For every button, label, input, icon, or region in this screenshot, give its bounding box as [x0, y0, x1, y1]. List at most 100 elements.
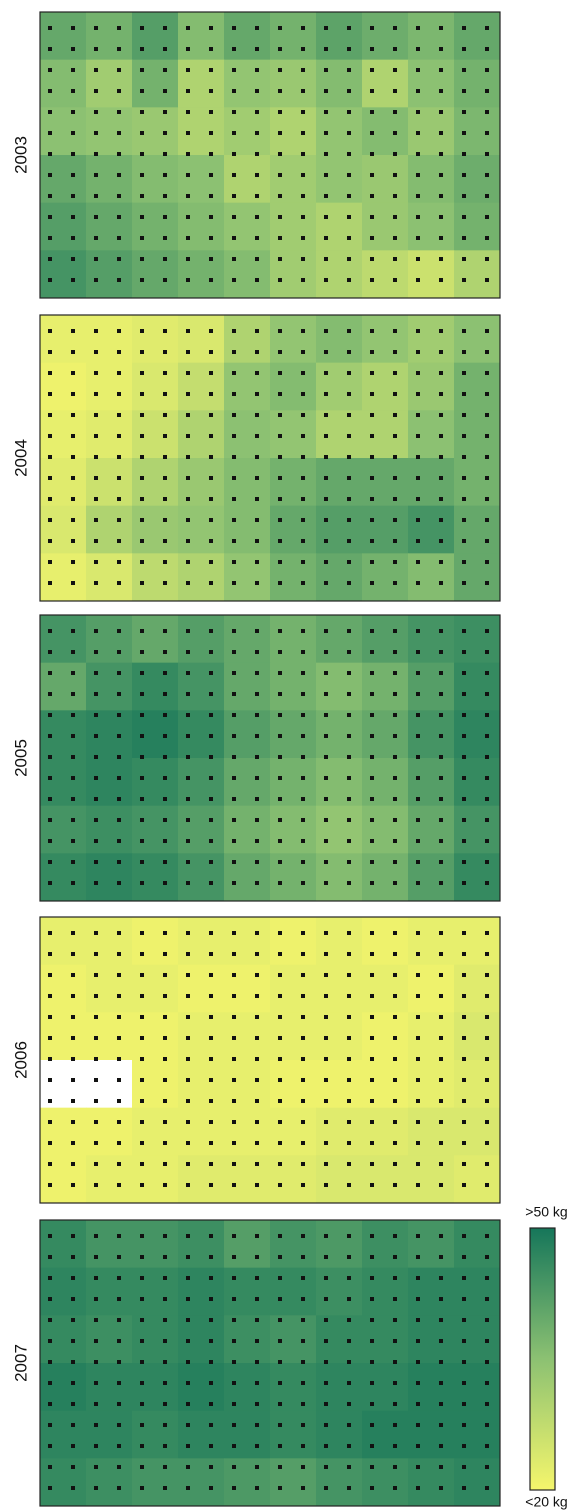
marker-dot — [485, 581, 489, 585]
marker-dot — [94, 518, 98, 522]
marker-dot — [94, 1465, 98, 1469]
marker-dot — [232, 413, 236, 417]
marker-dot — [485, 1183, 489, 1187]
marker-dot — [370, 931, 374, 935]
heat-cell — [408, 710, 455, 758]
heat-cell — [454, 1108, 501, 1156]
marker-dot — [278, 629, 282, 633]
marker-dot — [278, 1423, 282, 1427]
marker-dot — [255, 1162, 259, 1166]
marker-dot — [186, 1339, 190, 1343]
heat-cell — [270, 1363, 317, 1411]
marker-dot — [324, 47, 328, 51]
heat-cell — [132, 12, 179, 60]
marker-dot — [439, 1078, 443, 1082]
marker-dot — [163, 1318, 167, 1322]
marker-dot — [324, 1234, 328, 1238]
heat-cell — [224, 155, 271, 203]
marker-dot — [439, 68, 443, 72]
marker-dot — [186, 1057, 190, 1061]
marker-dot — [94, 278, 98, 282]
marker-dot — [439, 1402, 443, 1406]
marker-dot — [71, 1318, 75, 1322]
marker-dot — [186, 1465, 190, 1469]
marker-dot — [393, 68, 397, 72]
marker-dot — [324, 755, 328, 759]
heat-cell — [132, 60, 179, 108]
marker-dot — [117, 131, 121, 135]
heat-cell — [454, 203, 501, 251]
marker-dot — [439, 1183, 443, 1187]
marker-dot — [186, 539, 190, 543]
heat-cell — [408, 458, 455, 506]
marker-dot — [71, 434, 75, 438]
marker-dot — [232, 1120, 236, 1124]
marker-dot — [393, 371, 397, 375]
marker-dot — [462, 26, 466, 30]
marker-dot — [324, 1423, 328, 1427]
heat-cell — [132, 363, 179, 411]
marker-dot — [71, 734, 75, 738]
marker-dot — [94, 931, 98, 935]
marker-dot — [209, 434, 213, 438]
marker-dot — [347, 497, 351, 501]
heat-cell — [316, 250, 363, 298]
marker-dot — [163, 434, 167, 438]
marker-dot — [163, 994, 167, 998]
heat-cell — [86, 553, 133, 601]
marker-dot — [370, 455, 374, 459]
marker-dot — [186, 1183, 190, 1187]
panel-label: 2005 — [11, 739, 30, 777]
marker-dot — [393, 152, 397, 156]
marker-dot — [347, 1318, 351, 1322]
marker-dot — [416, 518, 420, 522]
marker-dot — [71, 152, 75, 156]
marker-dot — [324, 1444, 328, 1448]
marker-dot — [278, 1036, 282, 1040]
heat-cell — [178, 553, 225, 601]
heat-cell — [86, 1458, 133, 1506]
marker-dot — [439, 1423, 443, 1427]
marker-dot — [209, 1141, 213, 1145]
marker-dot — [439, 476, 443, 480]
marker-dot — [485, 881, 489, 885]
marker-dot — [301, 26, 305, 30]
marker-dot — [370, 1015, 374, 1019]
marker-dot — [117, 1057, 121, 1061]
heat-cell — [316, 1363, 363, 1411]
marker-dot — [324, 1381, 328, 1385]
marker-dot — [255, 776, 259, 780]
marker-dot — [163, 1099, 167, 1103]
marker-dot — [140, 1099, 144, 1103]
marker-dot — [94, 1402, 98, 1406]
marker-dot — [117, 560, 121, 564]
marker-dot — [439, 392, 443, 396]
marker-dot — [278, 1360, 282, 1364]
marker-dot — [416, 881, 420, 885]
marker-dot — [255, 215, 259, 219]
marker-dot — [255, 1381, 259, 1385]
marker-dot — [209, 797, 213, 801]
marker-dot — [347, 350, 351, 354]
heat-cell — [408, 250, 455, 298]
marker-dot — [163, 1234, 167, 1238]
marker-dot — [485, 1486, 489, 1490]
marker-dot — [48, 1036, 52, 1040]
marker-dot — [48, 497, 52, 501]
marker-dot — [393, 581, 397, 585]
marker-dot — [48, 392, 52, 396]
marker-dot — [278, 392, 282, 396]
marker-dot — [370, 1318, 374, 1322]
marker-dot — [416, 1057, 420, 1061]
marker-dot — [140, 329, 144, 333]
marker-dot — [416, 194, 420, 198]
marker-dot — [255, 797, 259, 801]
marker-dot — [232, 629, 236, 633]
marker-dot — [347, 1078, 351, 1082]
heat-cell — [408, 1108, 455, 1156]
marker-dot — [347, 371, 351, 375]
marker-dot — [232, 931, 236, 935]
marker-dot — [324, 1015, 328, 1019]
marker-dot — [485, 1465, 489, 1469]
marker-dot — [347, 776, 351, 780]
